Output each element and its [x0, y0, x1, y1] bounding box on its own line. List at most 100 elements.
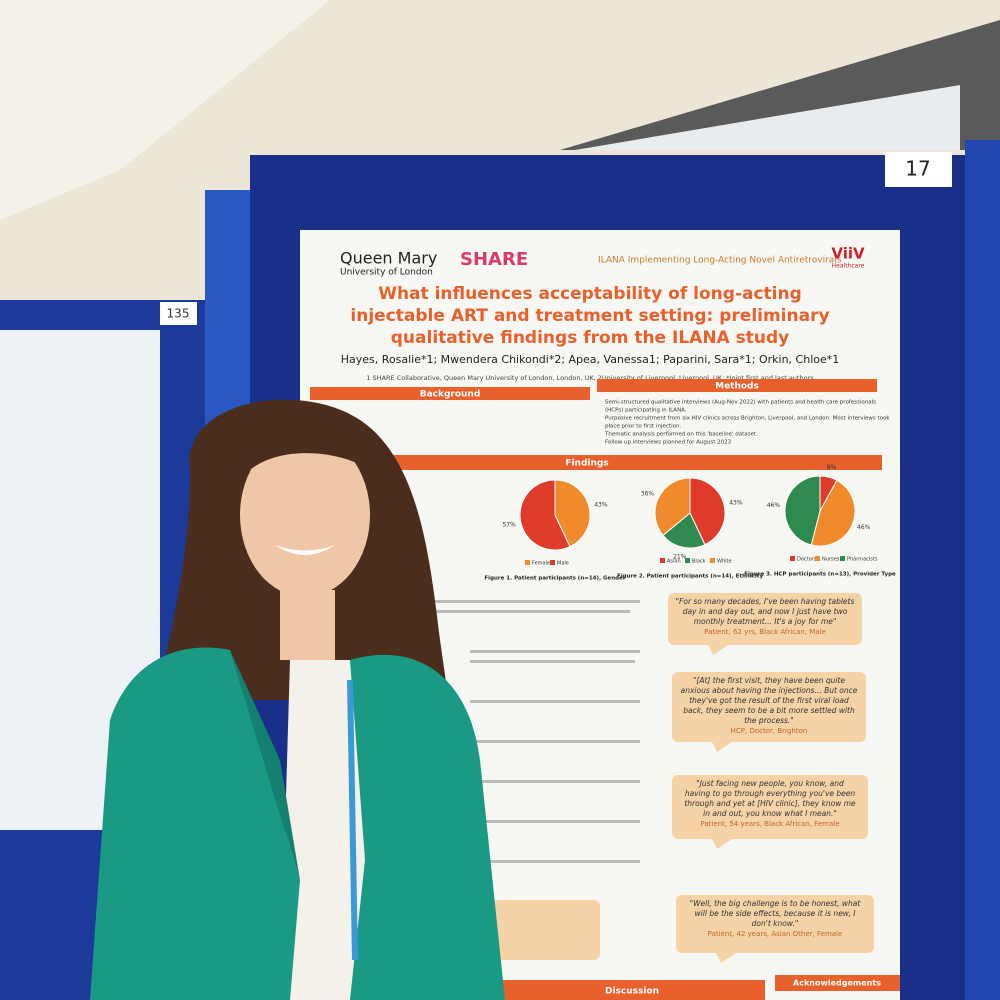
- pie-label: 43%: [594, 502, 608, 509]
- pie-label: 36%: [641, 490, 655, 497]
- quote-line: having to go through everything you've b…: [685, 789, 856, 798]
- quote-box: [668, 593, 862, 645]
- section-header: Background: [420, 390, 481, 400]
- pie-label: 46%: [767, 502, 781, 509]
- quote-tail: [712, 839, 732, 849]
- legend-label: White: [717, 559, 732, 565]
- section-bar: [597, 379, 877, 392]
- quote-tail: [716, 953, 736, 963]
- quote-line: don't know.": [752, 919, 799, 928]
- legend-swatch: [550, 560, 555, 565]
- pie-wedge: [519, 479, 571, 551]
- legend-label: Asian: [667, 559, 681, 565]
- face: [240, 433, 370, 597]
- lanyard: [347, 679, 358, 961]
- authors: Hayes, Rosalie*1; Mwendera Chikondi*2; A…: [341, 353, 840, 366]
- legend-label: Doctors: [797, 557, 817, 563]
- quotes: "For so many decades, I've been having t…: [668, 593, 874, 963]
- poster-title: What influences acceptability of long-ac…: [378, 284, 802, 304]
- quote-line: in and out, you know what I mean.": [703, 809, 837, 818]
- methods-line: place prior to first injection.: [605, 424, 681, 430]
- section-header: Acknowledgements: [793, 979, 881, 988]
- section-bar: [310, 387, 590, 400]
- legend-label: Female: [532, 561, 550, 567]
- quote-source: Patient, 62 yrs, Black African, Male: [704, 628, 826, 636]
- pie-wedge: [689, 477, 726, 546]
- quote-tail: [712, 742, 732, 752]
- section-bar: [775, 975, 900, 991]
- quote-line: back, they seem to be a bit more settled…: [683, 706, 855, 715]
- quote-tail: [708, 645, 728, 655]
- blazer-left: [90, 647, 300, 1000]
- pie-wedge: [662, 512, 706, 549]
- poster-title: injectable ART and treatment setting: pr…: [350, 306, 829, 326]
- quote-line: day in and day out, and now I just have …: [683, 607, 848, 616]
- logo-text: University of London: [340, 268, 433, 278]
- methods-line: Thematic analysis performed on this 'bas…: [604, 432, 758, 438]
- quote-source: Patient, 42 years, Asian Other, Female: [708, 930, 843, 938]
- next-board: [965, 140, 1000, 1000]
- section-bar: [500, 980, 765, 1000]
- pie-label: 8%: [827, 464, 837, 471]
- legend-swatch: [525, 560, 530, 565]
- quote-line: anxious about having the injections... B…: [681, 686, 858, 695]
- quote-box: [672, 775, 868, 839]
- quote-box: [480, 900, 600, 960]
- number-card: [885, 152, 952, 187]
- ceiling: [0, 0, 330, 220]
- window: [575, 85, 960, 150]
- quote-line: the process.": [744, 716, 794, 725]
- legend-label: Male: [557, 561, 569, 567]
- affiliation: 1 SHARE Collaborative, Queen Mary Univer…: [366, 374, 814, 382]
- quote-box: [676, 895, 874, 953]
- smile: [275, 545, 335, 555]
- quote-line: "Just facing new people, you know, and: [696, 779, 844, 788]
- pie-label: 43%: [729, 500, 743, 507]
- text-lines: [420, 600, 640, 863]
- poster-title: qualitative findings from the ILANA stud…: [391, 328, 789, 348]
- figure-caption: Figure 3. HCP participants (n=13), Provi…: [744, 572, 896, 578]
- pie-label: 57%: [502, 521, 516, 528]
- pie-wedge: [554, 479, 591, 548]
- logo-text: SHARE: [460, 249, 528, 270]
- pie-wedge: [654, 477, 691, 537]
- methods-line: (HCPs) participating in ILANA.: [605, 408, 687, 414]
- quote-line: "[At] the first visit, they have been qu…: [693, 676, 845, 685]
- number-card: [160, 302, 197, 325]
- legend-swatch: [660, 558, 665, 563]
- methods-list: Semi-structured qualitative interviews (…: [604, 400, 890, 446]
- quote-line: monthly treatment... It's a joy for me": [694, 617, 837, 626]
- quote-source: HCP, Doctor, Brighton: [731, 727, 808, 735]
- blazer-right: [350, 654, 505, 1000]
- logo-text: Queen Mary: [340, 249, 437, 268]
- quote-line: "For so many decades, I've been having t…: [676, 597, 855, 606]
- legend-label: Black: [692, 559, 706, 565]
- pie-label: 46%: [857, 524, 871, 531]
- section-bar: [380, 455, 882, 470]
- top: [280, 660, 370, 1000]
- quote-line: they've got the result of the first vira…: [689, 696, 849, 705]
- legend-swatch: [710, 558, 715, 563]
- legend-swatch: [685, 558, 690, 563]
- methods-line: Semi-structured qualitative interviews (…: [605, 400, 876, 406]
- pie-wedge: [784, 475, 821, 546]
- hair-fringe: [250, 426, 370, 470]
- pie-label: 21%: [673, 553, 687, 560]
- quote-line: will be the side effects, because it is …: [695, 909, 857, 918]
- logo-text: ViiV: [831, 245, 865, 263]
- neck: [280, 590, 335, 660]
- quote-line: "Well, the big challenge is to be honest…: [690, 899, 862, 908]
- figure-caption: Figure 2. Patient participants (n=14), E…: [617, 574, 763, 580]
- pie-wedge: [810, 479, 856, 547]
- logo-text: ILANA Implementing Long-Acting Novel Ant…: [598, 256, 842, 266]
- section-header: Findings: [565, 459, 608, 469]
- legend-label: Nurses: [822, 557, 840, 563]
- side-board-number: 135: [167, 307, 190, 321]
- quote-box: [672, 672, 866, 742]
- section-header: Methods: [715, 382, 759, 392]
- lapel: [230, 650, 300, 880]
- legend-label: Pharmacists: [847, 557, 878, 563]
- figures: 43% Female 57% Male Figure 1. Patient partic…: [484, 464, 896, 582]
- board-number: 17: [905, 157, 930, 181]
